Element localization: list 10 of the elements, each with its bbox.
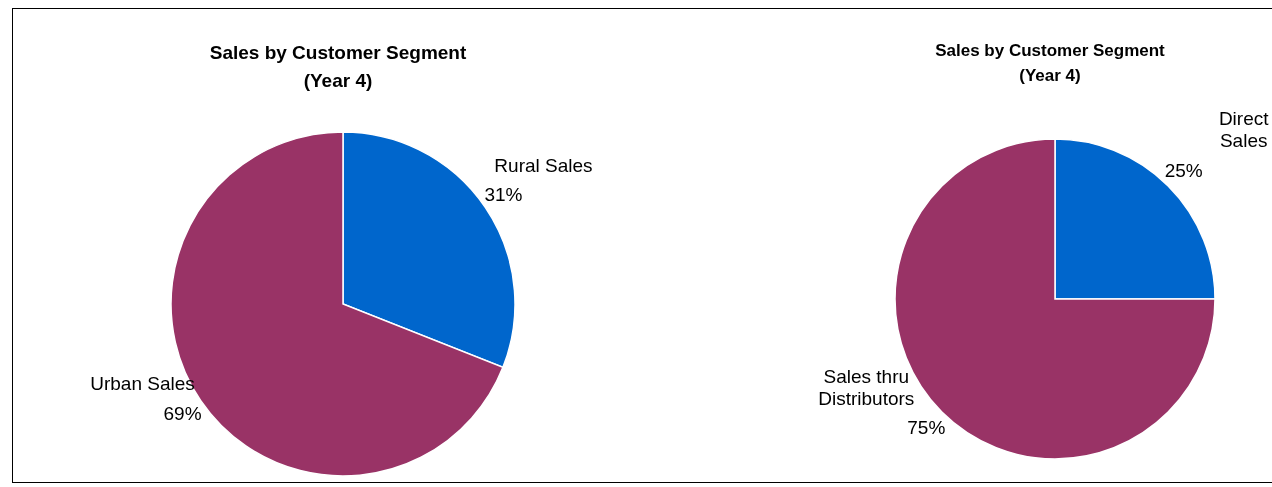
slice-label: Rural Sales (494, 154, 593, 176)
data-label: 25% (1164, 159, 1203, 181)
slice-label: Urban Sales (90, 372, 195, 394)
data-label: 69% (163, 402, 202, 424)
slice-label: Direct Sales (1218, 107, 1270, 151)
slice-label: Sales thru Distributors (818, 365, 915, 409)
chart-title: Sales by Customer Segment (Year 4) (934, 40, 1166, 87)
data-label: 75% (907, 417, 946, 439)
chart-title: Sales by Customer Segment (Year 4) (208, 41, 468, 93)
data-label: 31% (484, 184, 523, 206)
